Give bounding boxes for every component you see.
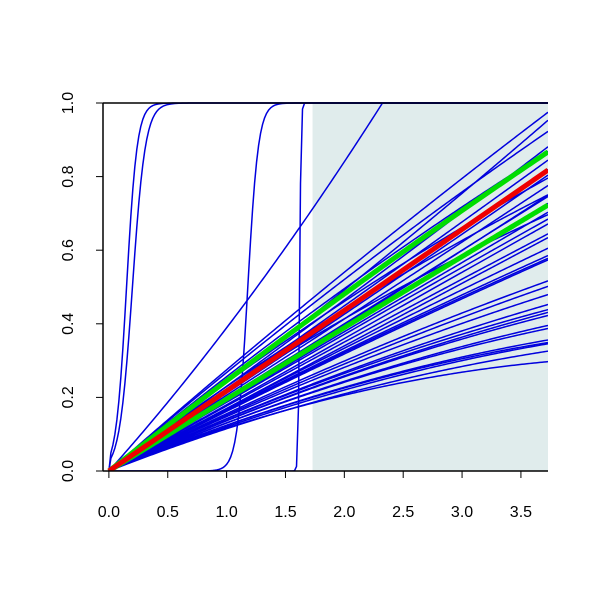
y-tick-label-2: 0.4 bbox=[60, 313, 77, 335]
x-tick-label-2: 1.0 bbox=[215, 504, 237, 521]
series-line-41 bbox=[108, 233, 548, 471]
series-line-45 bbox=[107, 202, 548, 471]
series-line-42 bbox=[108, 247, 548, 471]
x-tick-label-4: 2.0 bbox=[333, 504, 355, 521]
y-tick-label-4: 0.8 bbox=[60, 165, 77, 187]
x-tick-label-6: 3.0 bbox=[451, 504, 473, 521]
series-line-25 bbox=[108, 327, 548, 471]
x-tick-label-3: 1.5 bbox=[274, 504, 296, 521]
series-line-19 bbox=[108, 293, 548, 471]
x-tick-label-0: 0.0 bbox=[98, 504, 120, 521]
series-line-27 bbox=[108, 341, 548, 471]
series-line-23 bbox=[108, 314, 548, 471]
y-tick-label-1: 0.2 bbox=[60, 386, 77, 408]
series-line-21 bbox=[108, 308, 548, 471]
series-line-44 bbox=[107, 149, 548, 471]
x-tick-label-7: 3.5 bbox=[510, 504, 532, 521]
series-line-43 bbox=[108, 259, 548, 471]
y-tick-label-3: 0.6 bbox=[60, 239, 77, 261]
series-line-46 bbox=[107, 168, 548, 471]
x-tick-label-1: 0.5 bbox=[157, 504, 179, 521]
series-line-17 bbox=[108, 280, 548, 471]
series-line-6 bbox=[108, 111, 548, 471]
y-tick-label-0: 0.0 bbox=[60, 460, 77, 482]
y-tick-label-5: 1.0 bbox=[60, 92, 77, 114]
series-line-30 bbox=[108, 360, 548, 471]
x-tick-label-5: 2.5 bbox=[392, 504, 414, 521]
